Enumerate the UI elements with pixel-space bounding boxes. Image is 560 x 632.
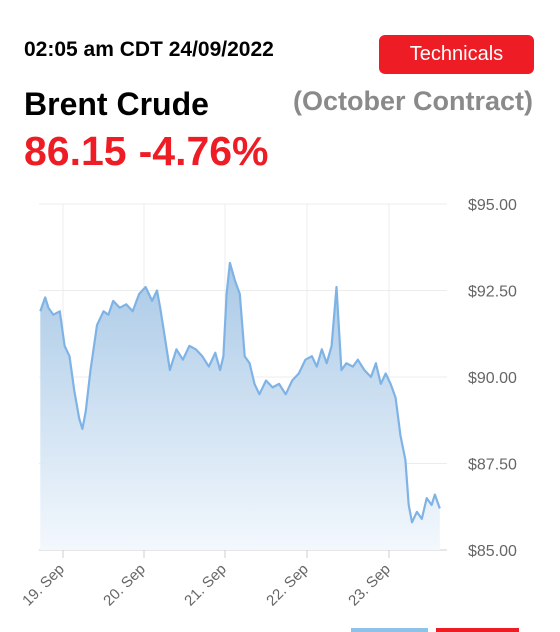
contract-label: (October Contract) xyxy=(292,86,533,116)
scroll-indicator-red[interactable] xyxy=(436,628,519,632)
x-tick-label: 20. Sep xyxy=(100,561,149,610)
price-area xyxy=(40,262,440,550)
price-line xyxy=(39,261,441,524)
y-tick-label: $92.50 xyxy=(468,284,517,301)
y-tick-label: $95.00 xyxy=(468,197,517,214)
price-display: 86.15 -4.76% xyxy=(24,128,281,175)
scroll-indicator-blue[interactable] xyxy=(351,628,428,632)
x-tick-label: 23. Sep xyxy=(345,561,394,610)
instrument-name: Brent Crude xyxy=(24,86,209,122)
y-tick-label: $90.00 xyxy=(468,370,517,387)
timestamp: 02:05 am CDT 24/09/2022 xyxy=(24,38,274,61)
y-tick-label: $87.50 xyxy=(468,457,517,474)
x-tick-label: 21. Sep xyxy=(181,561,230,610)
y-tick-label: $85.00 xyxy=(468,543,517,560)
price-value: 86.15 xyxy=(24,128,127,174)
x-tick-label: 19. Sep xyxy=(19,561,68,610)
price-change: -4.76% xyxy=(138,128,269,174)
technicals-button[interactable]: Technicals xyxy=(379,35,534,74)
x-tick-label: 22. Sep xyxy=(263,561,312,610)
